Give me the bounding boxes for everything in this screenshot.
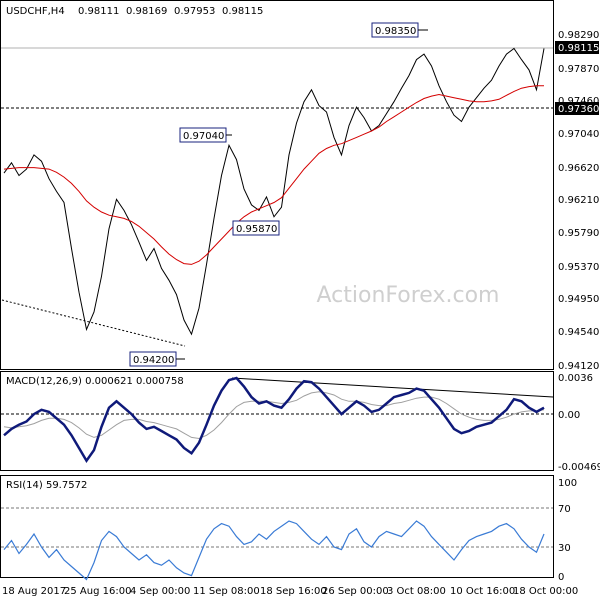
mid-low-label: 0.95870 xyxy=(236,224,277,235)
price-tick: 0.96620 xyxy=(558,163,599,174)
price-tick: 0.95370 xyxy=(558,262,599,273)
x-tick-label: 25 Aug 16:00 xyxy=(64,586,131,597)
price-tick: 0.97460 xyxy=(558,96,599,107)
price-tick: 0.97040 xyxy=(558,129,599,140)
macd-trend-line xyxy=(231,377,554,398)
rsi-panel-frame xyxy=(0,475,554,578)
ohlc-close: 0.98115 xyxy=(222,6,263,17)
support-level-text: 0.97360 xyxy=(558,104,599,115)
macd-panel-frame xyxy=(0,371,554,471)
x-tick-label: 18 Aug 2017 xyxy=(2,586,66,597)
ohlc-open: 0.98111 xyxy=(78,6,119,17)
rsi-tick: 70 xyxy=(558,504,571,515)
moving-average-series xyxy=(3,85,544,265)
macd-signal-series xyxy=(3,391,545,440)
high-label: 0.98350 xyxy=(375,26,416,37)
price-tick: 0.96210 xyxy=(558,195,599,206)
price-annotations: 0.98350 0.97040 0.95870 0.94200 xyxy=(129,22,428,367)
x-axis: 18 Aug 2017 25 Aug 16:00 4 Sep 00:00 11 … xyxy=(2,586,578,597)
rsi-tick: 0 xyxy=(558,572,564,583)
macd-tick: -0.004696 xyxy=(558,462,600,473)
rsi-tick: 100 xyxy=(558,478,577,489)
x-tick-label: 4 Sep 00:00 xyxy=(130,586,190,597)
support-level-box xyxy=(555,102,599,115)
ohlc-low: 0.97953 xyxy=(174,6,215,17)
price-data xyxy=(3,47,545,336)
mid-high-label: 0.97040 xyxy=(183,131,224,142)
x-tick-label: 26 Sep 00:00 xyxy=(322,586,389,597)
macd-series xyxy=(3,376,545,463)
x-tick-label: 11 Sep 08:00 xyxy=(193,586,260,597)
x-tick-label: 3 Oct 08:00 xyxy=(387,586,446,597)
trend-line-dotted xyxy=(1,299,186,347)
x-tick-label: 18 Oct 00:00 xyxy=(513,586,578,597)
price-tick: 0.95790 xyxy=(558,228,599,239)
price-axis: 0.98290 0.97870 0.97460 0.97040 0.96620 … xyxy=(558,30,599,372)
symbol-label: USDCHF,H4 xyxy=(6,6,65,17)
ohlc-high: 0.98169 xyxy=(126,6,167,17)
rsi-series xyxy=(3,520,545,581)
x-tick-label: 18 Sep 16:00 xyxy=(260,586,327,597)
last-price-box xyxy=(555,41,599,54)
low-label: 0.94200 xyxy=(133,355,174,366)
price-series xyxy=(3,47,545,336)
price-tick: 0.94950 xyxy=(558,294,599,305)
x-tick-label: 10 Oct 16:00 xyxy=(450,586,515,597)
macd-tick: 0.00 xyxy=(558,410,580,421)
price-tick: 0.94540 xyxy=(558,327,599,338)
price-tick: 0.97870 xyxy=(558,64,599,75)
macd-tick: 0.0036 xyxy=(558,373,593,384)
macd-title: MACD(12,26,9) 0.000621 0.000758 xyxy=(6,376,184,387)
last-price-text: 0.98115 xyxy=(558,43,599,54)
price-panel-frame xyxy=(0,0,554,370)
price-tick: 0.98290 xyxy=(558,30,599,41)
watermark-text: ActionForex.com xyxy=(317,283,500,308)
price-title: USDCHF,H4 0.98111 0.98169 0.97953 0.9811… xyxy=(6,6,263,17)
rsi-tick: 30 xyxy=(558,543,571,554)
rsi-title: RSI(14) 59.7572 xyxy=(6,480,87,491)
price-tick: 0.94120 xyxy=(558,361,599,372)
mid-low-label-box xyxy=(232,220,280,236)
